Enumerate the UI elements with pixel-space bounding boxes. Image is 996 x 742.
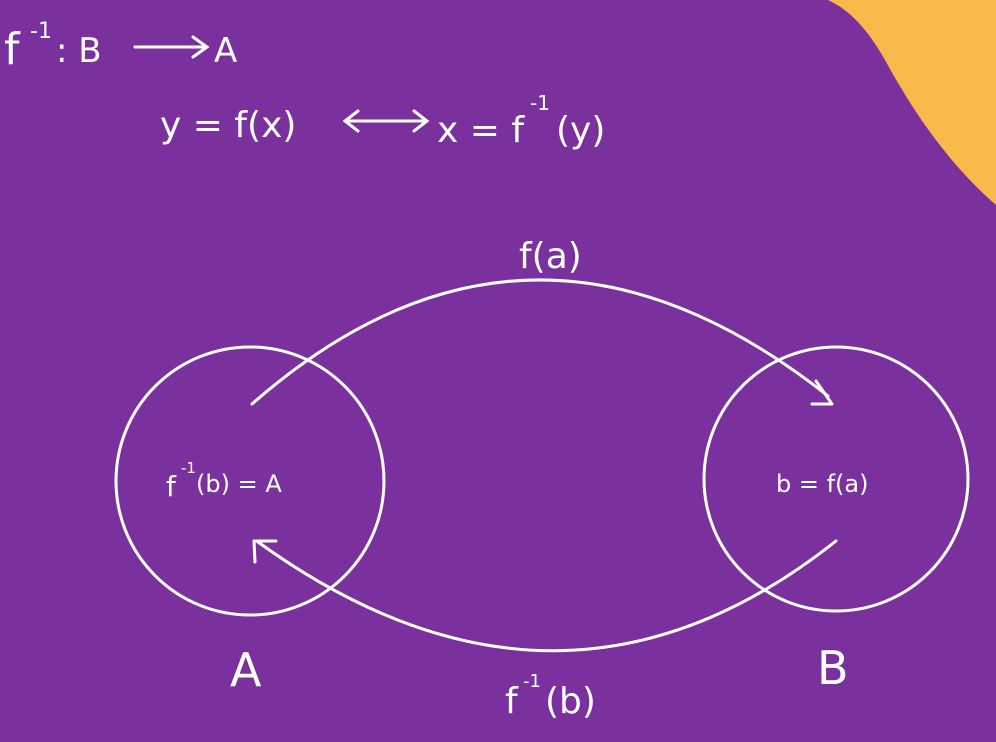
inverse-label-rest: (b) <box>545 681 596 722</box>
set-a-content-f: f <box>166 470 177 503</box>
inverse-arrowhead-icon <box>252 539 278 564</box>
set-a-content: f -1 (b) = A <box>166 459 282 503</box>
double-arrow-icon <box>342 109 430 133</box>
header1-sup: -1 <box>30 19 52 44</box>
accent-blob <box>828 0 996 205</box>
header2-sup: -1 <box>530 91 550 115</box>
inverse-label-sup: -1 <box>523 671 541 692</box>
forward-arrow-label: f(a) <box>519 236 582 277</box>
set-a-content-sup: -1 <box>181 459 196 477</box>
header2-end: (y) <box>556 110 605 151</box>
inverse-arrow-label: f -1 (b) <box>505 671 596 722</box>
header1-rest: : B <box>56 31 102 71</box>
set-b-label: B <box>817 641 849 695</box>
header1-target: A <box>214 31 237 71</box>
inverse-label-f: f <box>505 681 519 722</box>
set-b-content: b = f(a) <box>776 470 868 498</box>
header2-left: y = f(x) <box>160 105 296 146</box>
set-a-circle <box>114 345 386 617</box>
right-arrow-icon <box>133 35 210 59</box>
header-line-1: f -1 : B A <box>4 19 237 75</box>
forward-arrow-curve <box>250 278 830 406</box>
header2-middle: x = f <box>437 110 525 151</box>
set-b-circle <box>702 345 970 613</box>
header-line-2: y = f(x) x = f -1 (y) <box>160 91 605 151</box>
header1-f: f <box>4 24 21 75</box>
forward-arrowhead-icon <box>810 379 834 406</box>
set-a-content-rest: (b) = A <box>196 470 282 498</box>
inverse-arrow-curve <box>256 539 838 653</box>
set-a-label: A <box>230 643 262 697</box>
